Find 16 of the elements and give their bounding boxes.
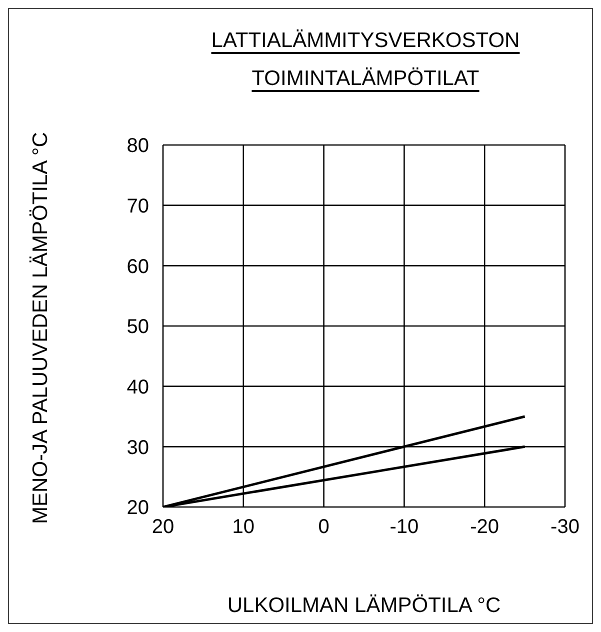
y-tick-label: 50 bbox=[126, 316, 149, 338]
x-tick-label: 10 bbox=[232, 516, 255, 538]
y-tick-label: 60 bbox=[126, 256, 149, 278]
x-tick-label: -20 bbox=[470, 516, 500, 538]
y-tick-label: 30 bbox=[126, 436, 149, 459]
chart-title: LATTIALÄMMITYSVERKOSTON TOIMINTALÄMPÖTILAT bbox=[211, 29, 520, 90]
x-tick-label: -30 bbox=[550, 516, 580, 538]
y-tick-label: 70 bbox=[126, 195, 149, 218]
x-axis-title: ULKOILMAN LÄMPÖTILA °C bbox=[226, 594, 502, 618]
x-tick-label: 0 bbox=[318, 516, 330, 538]
x-tick-label: 20 bbox=[152, 516, 174, 538]
x-tick-label: -10 bbox=[390, 516, 419, 538]
y-tick-label: 20 bbox=[126, 497, 149, 520]
y-tick-label: 40 bbox=[126, 376, 149, 398]
y-tick-label: 80 bbox=[126, 135, 149, 158]
y-axis-title: MENO-JA PALUUVEDEN LÄMPÖTILA °C bbox=[28, 131, 53, 526]
